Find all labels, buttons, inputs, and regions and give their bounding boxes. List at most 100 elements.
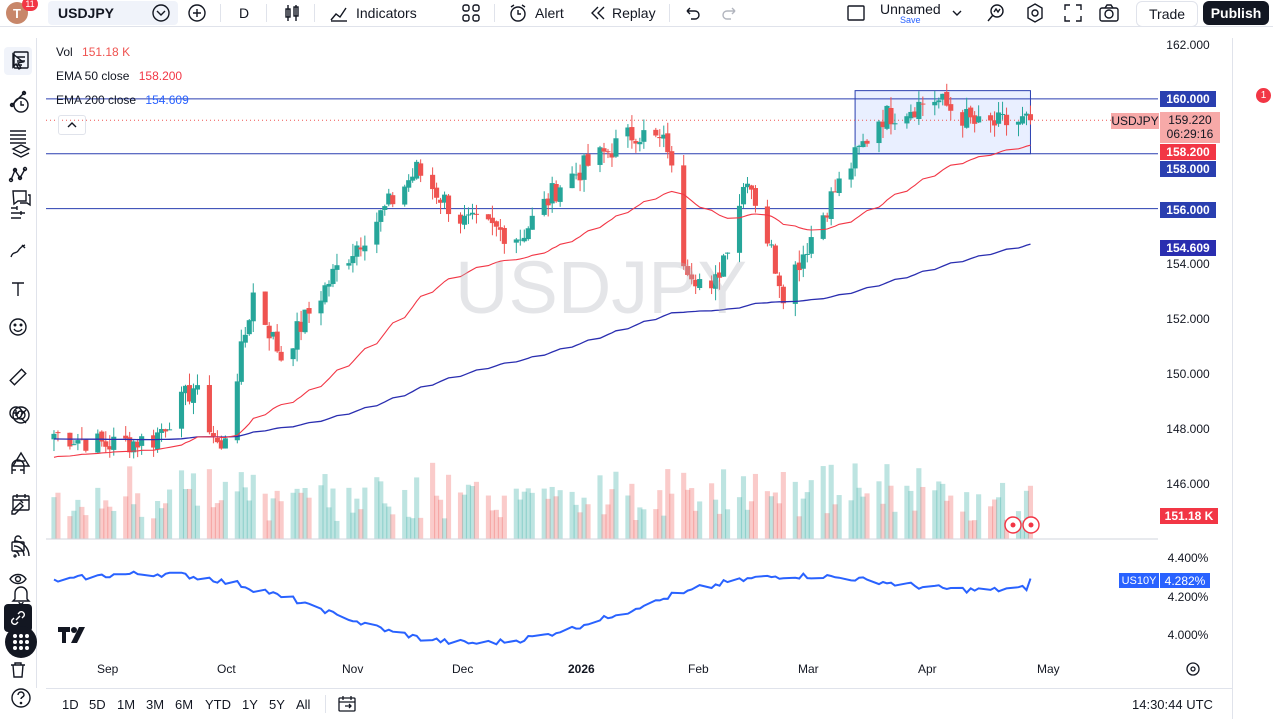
layout-icon[interactable] xyxy=(846,0,866,26)
chevron-down-icon[interactable] xyxy=(950,0,964,26)
range-1y[interactable]: 1Y xyxy=(242,697,258,712)
quick-search-icon[interactable] xyxy=(985,0,1007,26)
notifications-bell-icon[interactable] xyxy=(7,580,35,608)
trash-icon[interactable] xyxy=(4,656,32,684)
candles-icon[interactable] xyxy=(281,0,303,26)
range-ytd[interactable]: YTD xyxy=(205,697,231,712)
chat-icon[interactable] xyxy=(7,184,35,212)
help-icon[interactable] xyxy=(7,684,35,712)
calendar-icon[interactable] xyxy=(7,488,35,516)
candle-body xyxy=(736,205,743,253)
us10y-name-tag: US10Y xyxy=(1119,573,1159,588)
volume-bar xyxy=(111,510,117,539)
replay-button[interactable]: Replay xyxy=(588,0,656,26)
candle-body xyxy=(298,321,304,332)
alert-button[interactable]: Alert xyxy=(507,0,564,26)
us10y-tick: 4.400% xyxy=(1167,551,1209,565)
apps-grid-icon[interactable] xyxy=(5,626,37,658)
candle-body xyxy=(406,180,412,188)
layout-name[interactable]: Unnamed xyxy=(880,1,941,17)
us10y-tick: 4.000% xyxy=(1167,628,1209,642)
rewind-icon xyxy=(591,6,605,20)
legend-volume[interactable]: Vol 151.18 K xyxy=(56,45,130,59)
candle-body xyxy=(190,388,197,403)
interval-button[interactable]: D xyxy=(239,5,250,21)
time-axis-settings-icon[interactable] xyxy=(1185,661,1201,680)
utc-clock[interactable]: 14:30:44 UTC xyxy=(1132,697,1213,712)
price-chart[interactable]: USDJPY xyxy=(46,38,1158,678)
volume-bar xyxy=(764,491,770,539)
candle-body xyxy=(629,127,635,141)
alerts-clock-icon[interactable] xyxy=(7,90,35,118)
range-all[interactable]: All xyxy=(296,697,311,712)
candle-body xyxy=(513,239,519,243)
ruler-icon[interactable] xyxy=(4,363,32,391)
forecast-icon[interactable] xyxy=(4,199,32,227)
publish-button[interactable]: Publish xyxy=(1203,1,1269,25)
collapse-legend-button[interactable] xyxy=(58,115,86,135)
candle-body xyxy=(780,286,786,304)
range-6m[interactable]: 6M xyxy=(175,697,194,712)
ideas-icon[interactable] xyxy=(7,445,35,473)
range-5y[interactable]: 5Y xyxy=(269,697,285,712)
fullscreen-icon[interactable] xyxy=(1062,0,1084,26)
volume-bar xyxy=(95,487,101,539)
text-icon[interactable] xyxy=(4,275,32,303)
templates-grid-icon[interactable] xyxy=(460,0,482,26)
symbol-name[interactable]: USDJPY xyxy=(58,5,115,21)
candle-body xyxy=(637,142,643,145)
volume-bar xyxy=(390,514,396,539)
candle-body xyxy=(752,188,759,206)
target-icon[interactable] xyxy=(7,401,35,429)
volume-bar xyxy=(689,488,695,539)
settings-icon[interactable] xyxy=(1024,0,1046,26)
candle-body xyxy=(605,151,611,153)
candle-body xyxy=(764,206,770,244)
candle-body xyxy=(988,115,994,121)
volume-bar xyxy=(461,494,468,539)
volume-bar xyxy=(944,500,950,539)
candle-body xyxy=(461,215,468,225)
volume-bar xyxy=(605,504,611,539)
compare-plus-icon[interactable] xyxy=(186,0,208,26)
legend-ema200[interactable]: EMA 200 close 154.609 xyxy=(56,93,189,107)
symbol-search[interactable] xyxy=(48,1,178,25)
volume-bar xyxy=(406,516,412,539)
candle-body xyxy=(465,214,472,216)
range-3m[interactable]: 3M xyxy=(146,697,165,712)
candle-body xyxy=(222,438,228,449)
volume-bar xyxy=(932,490,938,539)
avatar-letter: T xyxy=(13,5,21,21)
range-1m[interactable]: 1M xyxy=(117,697,136,712)
goto-date-icon[interactable] xyxy=(337,694,357,717)
range-5d[interactable]: 5D xyxy=(89,697,106,712)
volume-bar xyxy=(948,495,954,539)
fib-retracement-icon[interactable] xyxy=(4,123,32,151)
volume-bar xyxy=(457,492,464,539)
candle-body xyxy=(792,264,798,304)
legend-ema50[interactable]: EMA 50 close 158.200 xyxy=(56,69,182,83)
redo-icon[interactable] xyxy=(720,0,740,26)
undo-icon[interactable] xyxy=(682,0,702,26)
layers-icon[interactable] xyxy=(7,138,35,166)
pattern-icon[interactable] xyxy=(4,161,32,189)
candle-body xyxy=(964,108,970,128)
eye-icon[interactable] xyxy=(4,565,32,593)
range-1d[interactable]: 1D xyxy=(62,697,79,712)
add-symbol-icon[interactable] xyxy=(150,0,172,26)
tradingview-logo[interactable] xyxy=(58,626,90,647)
watchlist-icon[interactable] xyxy=(7,46,35,74)
time-tick: 2026 xyxy=(568,662,595,676)
candle-body xyxy=(378,210,384,222)
candle-body xyxy=(525,228,531,240)
volume-bar xyxy=(549,486,555,539)
trade-button[interactable]: Trade xyxy=(1136,1,1199,27)
candle-body xyxy=(992,120,998,126)
camera-icon[interactable] xyxy=(1098,0,1120,26)
volume-bar xyxy=(717,513,723,539)
broadcast-icon[interactable] xyxy=(7,535,35,563)
brush-icon[interactable] xyxy=(4,237,32,265)
save-label[interactable]: Save xyxy=(900,15,921,25)
emoji-icon[interactable] xyxy=(4,313,32,341)
indicators-button[interactable]: Indicators xyxy=(328,0,417,26)
